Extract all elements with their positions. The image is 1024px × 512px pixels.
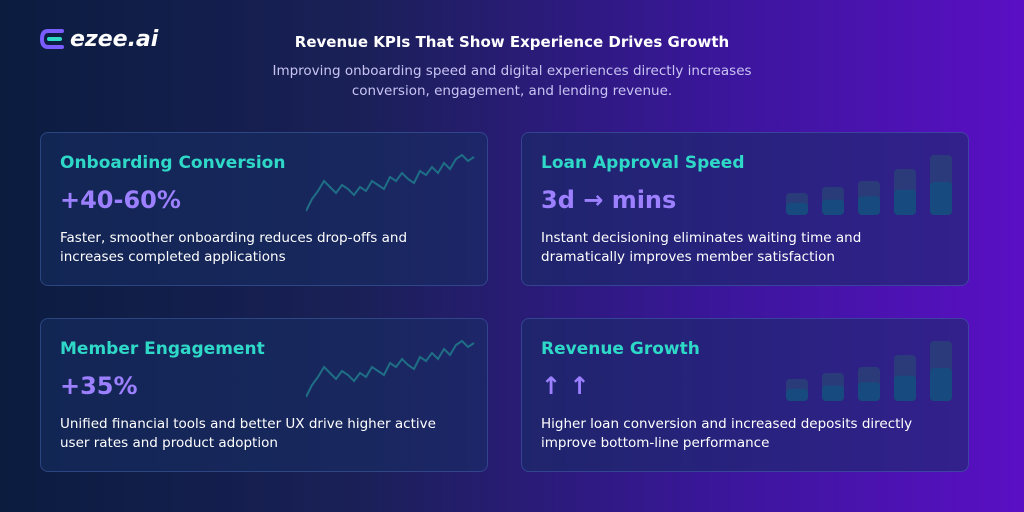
bar-decoration-fill xyxy=(894,375,916,401)
card-title: Onboarding Conversion xyxy=(60,153,286,173)
bar-decoration-fill xyxy=(858,382,880,401)
bar-decoration-fill xyxy=(930,182,952,215)
card-title: Revenue Growth xyxy=(541,339,700,359)
kpi-card: Revenue Growth ↑ ↑ Higher loan conversio… xyxy=(521,318,969,472)
card-title: Loan Approval Speed xyxy=(541,153,745,173)
bar-decoration-fill xyxy=(786,388,808,401)
logo: ezee.ai xyxy=(40,26,158,52)
bars-decoration xyxy=(786,341,952,401)
kpi-card: Member Engagement +35% Unified financial… xyxy=(40,318,488,472)
card-description: Instant decisioning eliminates waiting t… xyxy=(541,230,862,265)
sparkline xyxy=(306,153,475,212)
sparkline-decoration xyxy=(306,339,475,398)
header-title: Revenue KPIs That Show Experience Drives… xyxy=(294,33,730,51)
bar-decoration-fill xyxy=(786,202,808,215)
bar-decoration-fill xyxy=(822,385,844,401)
bar-decoration-fill xyxy=(858,196,880,215)
card-metric: +40-60% xyxy=(60,186,181,214)
header-subtitle: Improving onboarding speed and digital e… xyxy=(272,63,752,99)
card-description: Higher loan conversion and increased dep… xyxy=(541,416,913,451)
card-title: Member Engagement xyxy=(60,339,265,359)
kpi-card: Onboarding Conversion +40-60% Faster, sm… xyxy=(40,132,488,286)
bar-decoration-fill xyxy=(930,368,952,401)
bar-decoration-fill xyxy=(894,189,916,215)
card-metric: 3d → mins xyxy=(541,186,677,214)
logo-text: ezee.ai xyxy=(70,26,159,52)
card-description: Unified financial tools and better UX dr… xyxy=(60,416,436,451)
bar-decoration-fill xyxy=(822,199,844,215)
card-metric: +35% xyxy=(60,372,138,400)
bars-decoration xyxy=(786,155,952,215)
kpi-card: Loan Approval Speed 3d → mins Instant de… xyxy=(521,132,969,286)
sparkline-decoration xyxy=(306,153,475,212)
sparkline xyxy=(306,339,475,398)
logo-icon xyxy=(40,29,64,49)
card-description: Faster, smoother onboarding reduces drop… xyxy=(60,230,408,265)
card-metric: ↑ ↑ xyxy=(541,372,590,400)
